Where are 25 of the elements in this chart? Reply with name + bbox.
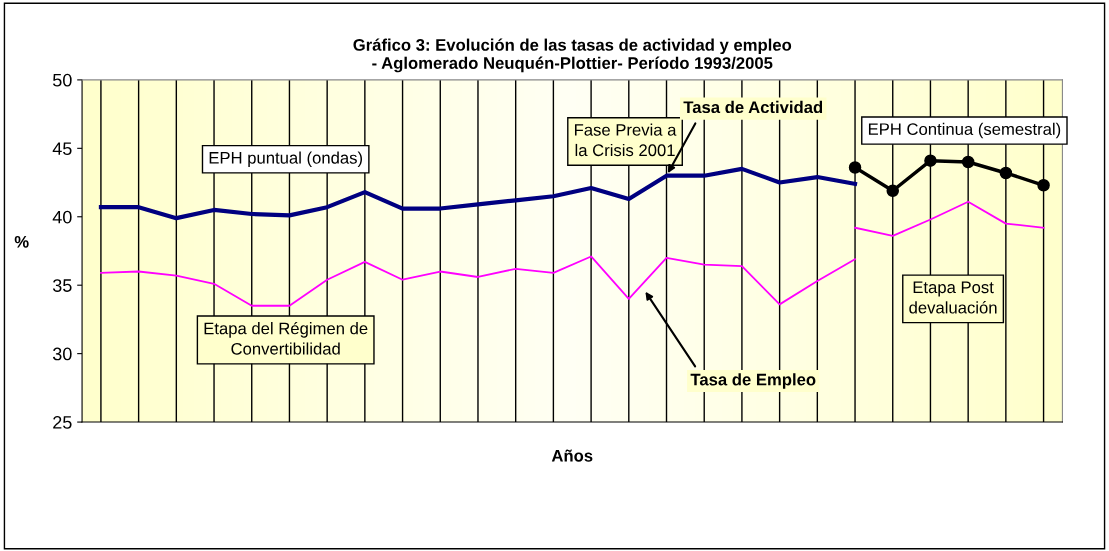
line-series <box>100 255 856 307</box>
annotation: Tasa de Empleo <box>690 373 816 389</box>
y-tick-label: 40 <box>52 210 72 224</box>
annotation: Fase Previa a la Crisis 2001 <box>574 123 677 157</box>
line-series <box>98 166 858 221</box>
point <box>961 155 975 169</box>
annotation: EPH puntual (ondas) <box>209 151 363 168</box>
y-tick-label: 45 <box>52 142 72 156</box>
y-axis-title: % <box>14 235 29 248</box>
point <box>999 166 1013 180</box>
point <box>848 161 862 174</box>
y-tick-label: 30 <box>52 347 72 361</box>
point <box>1037 179 1050 192</box>
point <box>886 184 899 198</box>
point <box>924 154 937 167</box>
annotation: Tasa de Actividad <box>683 100 823 114</box>
chart-title: Gráfico 3: Evolución de las tasas de actividad y empleo - Aglomerado Neuquén-Plottier- Período 1993/2005 <box>353 38 792 73</box>
y-tick-label: 50 <box>52 73 72 87</box>
line-series <box>854 200 1045 237</box>
y-tick-label: 35 <box>52 279 72 292</box>
x-axis-title: Años <box>551 449 593 462</box>
y-tick-label: 25 <box>53 416 72 429</box>
annotation: Etapa Post devaluación <box>909 281 997 314</box>
annotation: EPH Continua (semestral) <box>868 122 1061 139</box>
annotation: Etapa del Régimen de Convertibilidad <box>204 321 368 355</box>
